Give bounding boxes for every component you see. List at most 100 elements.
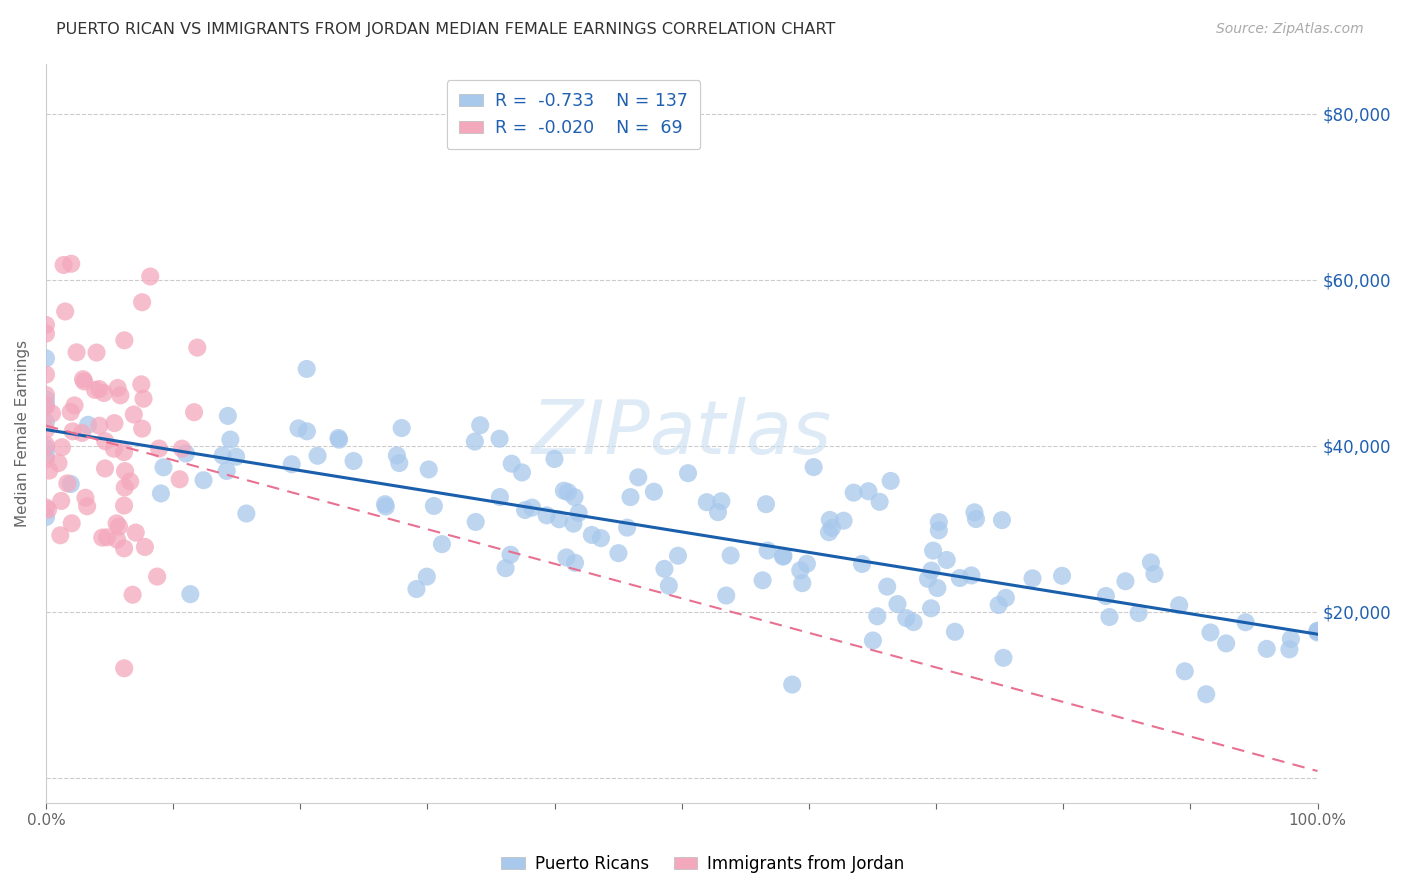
Puerto Ricans	[1174, 665, 1197, 679]
Puerto Ricans	[193, 473, 215, 487]
Puerto Ricans	[1234, 615, 1257, 630]
Immigrants from Jordan	[35, 423, 58, 437]
Puerto Ricans	[513, 503, 536, 517]
Puerto Ricans	[821, 521, 844, 535]
Puerto Ricans	[179, 587, 201, 601]
Puerto Ricans	[488, 432, 510, 446]
Immigrants from Jordan	[51, 494, 73, 508]
Puerto Ricans	[993, 650, 1015, 665]
Immigrants from Jordan	[96, 530, 118, 544]
Immigrants from Jordan	[94, 461, 117, 475]
Puerto Ricans	[666, 549, 689, 563]
Immigrants from Jordan	[60, 516, 83, 531]
Puerto Ricans	[858, 484, 880, 499]
Puerto Ricans	[772, 549, 794, 563]
Puerto Ricans	[391, 421, 413, 435]
Puerto Ricans	[555, 550, 578, 565]
Text: Source: ZipAtlas.com: Source: ZipAtlas.com	[1216, 22, 1364, 37]
Puerto Ricans	[543, 452, 565, 467]
Immigrants from Jordan	[35, 368, 58, 382]
Immigrants from Jordan	[89, 418, 111, 433]
Puerto Ricans	[832, 514, 855, 528]
Puerto Ricans	[215, 464, 238, 478]
Puerto Ricans	[562, 516, 585, 531]
Immigrants from Jordan	[112, 445, 135, 459]
Puerto Ricans	[943, 624, 966, 639]
Immigrants from Jordan	[94, 434, 117, 449]
Puerto Ricans	[927, 581, 949, 595]
Immigrants from Jordan	[89, 382, 111, 396]
Immigrants from Jordan	[114, 481, 136, 495]
Immigrants from Jordan	[105, 533, 128, 547]
Puerto Ricans	[654, 562, 676, 576]
Puerto Ricans	[1306, 624, 1329, 638]
Puerto Ricans	[501, 457, 523, 471]
Puerto Ricans	[470, 418, 492, 433]
Immigrants from Jordan	[148, 442, 170, 456]
Puerto Ricans	[225, 450, 247, 464]
Puerto Ricans	[510, 466, 533, 480]
Immigrants from Jordan	[51, 440, 73, 454]
Puerto Ricans	[235, 507, 257, 521]
Puerto Ricans	[886, 597, 908, 611]
Puerto Ricans	[405, 582, 427, 596]
Immigrants from Jordan	[35, 452, 58, 467]
Immigrants from Jordan	[49, 528, 72, 542]
Puerto Ricans	[464, 434, 486, 449]
Puerto Ricans	[928, 515, 950, 529]
Puerto Ricans	[994, 591, 1017, 605]
Puerto Ricans	[568, 506, 591, 520]
Puerto Ricans	[280, 457, 302, 471]
Puerto Ricans	[423, 499, 446, 513]
Immigrants from Jordan	[35, 399, 58, 413]
Puerto Ricans	[876, 580, 898, 594]
Puerto Ricans	[920, 601, 942, 615]
Puerto Ricans	[1256, 641, 1278, 656]
Puerto Ricans	[295, 425, 318, 439]
Immigrants from Jordan	[48, 456, 70, 470]
Puerto Ricans	[619, 490, 641, 504]
Puerto Ricans	[217, 409, 239, 423]
Puerto Ricans	[564, 490, 586, 504]
Immigrants from Jordan	[62, 425, 84, 439]
Immigrants from Jordan	[75, 491, 97, 505]
Puerto Ricans	[1021, 571, 1043, 585]
Immigrants from Jordan	[103, 442, 125, 456]
Puerto Ricans	[987, 598, 1010, 612]
Puerto Ricans	[643, 484, 665, 499]
Puerto Ricans	[35, 441, 58, 455]
Puerto Ricans	[35, 510, 58, 524]
Immigrants from Jordan	[129, 377, 152, 392]
Immigrants from Jordan	[131, 295, 153, 310]
Puerto Ricans	[1199, 625, 1222, 640]
Puerto Ricans	[796, 557, 818, 571]
Puerto Ricans	[780, 677, 803, 691]
Puerto Ricans	[416, 569, 439, 583]
Immigrants from Jordan	[65, 345, 87, 359]
Puerto Ricans	[879, 474, 901, 488]
Puerto Ricans	[710, 494, 733, 508]
Immigrants from Jordan	[37, 502, 59, 516]
Puerto Ricans	[792, 576, 814, 591]
Immigrants from Jordan	[91, 531, 114, 545]
Puerto Ricans	[489, 490, 512, 504]
Puerto Ricans	[1114, 574, 1136, 589]
Puerto Ricans	[842, 485, 865, 500]
Puerto Ricans	[928, 524, 950, 538]
Puerto Ricans	[1128, 606, 1150, 620]
Immigrants from Jordan	[108, 519, 131, 533]
Puerto Ricans	[991, 513, 1014, 527]
Puerto Ricans	[548, 512, 571, 526]
Puerto Ricans	[616, 520, 638, 534]
Puerto Ricans	[922, 543, 945, 558]
Puerto Ricans	[896, 611, 918, 625]
Immigrants from Jordan	[146, 569, 169, 583]
Immigrants from Jordan	[107, 381, 129, 395]
Puerto Ricans	[627, 470, 650, 484]
Puerto Ricans	[756, 543, 779, 558]
Puerto Ricans	[1195, 687, 1218, 701]
Puerto Ricans	[1279, 632, 1302, 646]
Immigrants from Jordan	[73, 375, 96, 389]
Puerto Ricans	[374, 500, 396, 514]
Immigrants from Jordan	[131, 422, 153, 436]
